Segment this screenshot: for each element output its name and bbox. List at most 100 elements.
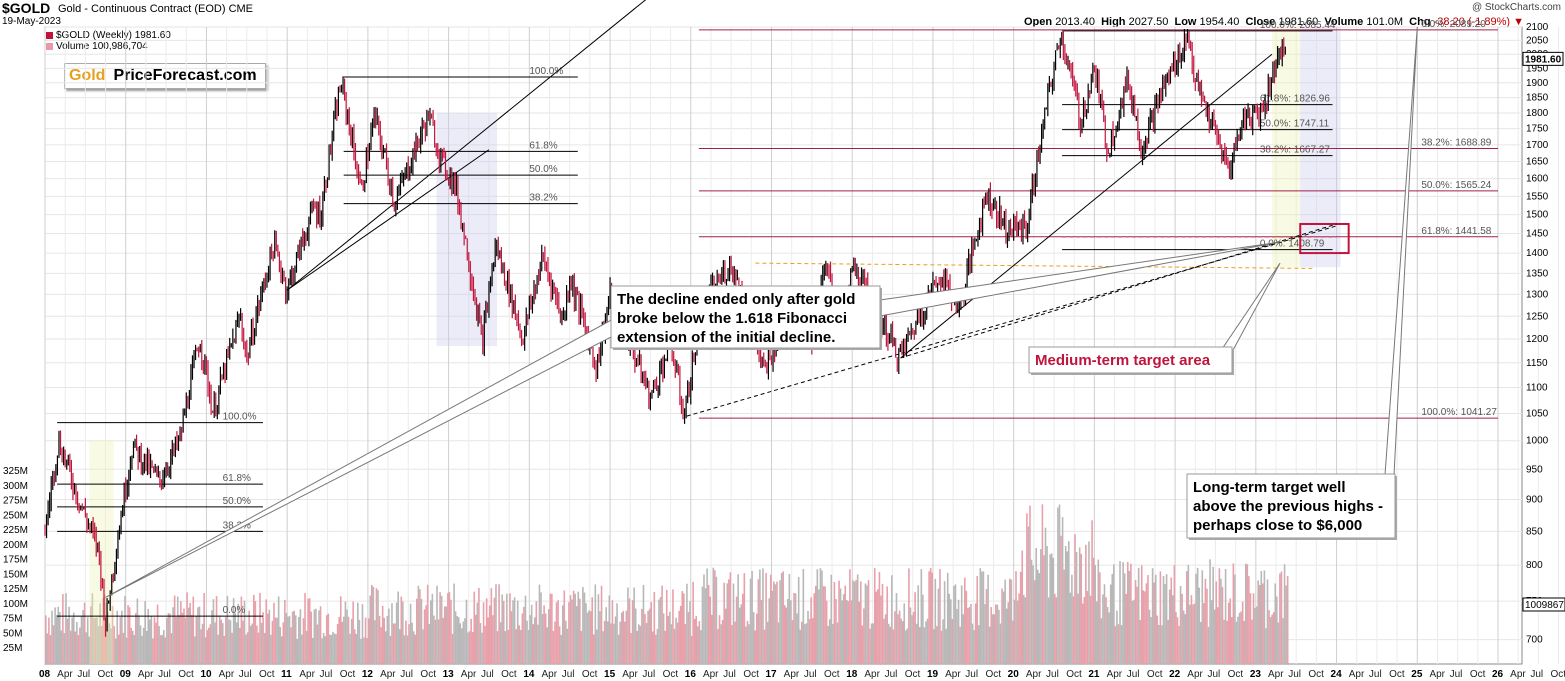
volume-bar — [773, 581, 775, 664]
year-label: 24 — [1331, 669, 1343, 680]
month-label: Jul — [1369, 669, 1382, 680]
volume-bar — [301, 634, 303, 664]
volume-bar — [788, 573, 791, 664]
logo-gold-text: Gold — [69, 67, 106, 84]
volume-bar — [1213, 609, 1216, 664]
volume-bar — [232, 598, 235, 664]
volume-bar — [608, 595, 611, 664]
volume-bar — [878, 571, 881, 664]
volume-bar — [1144, 591, 1146, 664]
volume-bar — [586, 612, 589, 664]
volume-bar — [600, 585, 603, 664]
fib-label: 0.0% — [223, 605, 246, 616]
volume-bar — [790, 600, 792, 664]
volume-bar — [492, 615, 494, 664]
volume-bar — [706, 568, 708, 664]
volume-bar — [346, 609, 348, 664]
volume-bar — [611, 600, 614, 664]
volume-bar — [954, 584, 957, 664]
down-arrow-icon: ▼ — [1513, 16, 1525, 28]
volume-bar — [780, 573, 783, 664]
volume-bar — [333, 633, 336, 664]
volume-bar — [929, 567, 932, 664]
volume-bar — [800, 621, 803, 664]
volume-bar — [1255, 606, 1258, 664]
volume-bar — [212, 599, 215, 664]
volume-bar — [636, 630, 639, 664]
volume-bar — [487, 617, 490, 664]
year-label: 20 — [1008, 669, 1020, 680]
volume-bar — [1128, 570, 1131, 664]
volume-bar — [583, 592, 586, 664]
month-label: Apr — [461, 669, 477, 680]
volume-bar — [755, 613, 758, 664]
volume-bar — [91, 593, 94, 664]
volume-bar — [234, 613, 236, 664]
volume-bar — [589, 611, 592, 664]
volume-bar — [1125, 594, 1128, 664]
volume-bar — [357, 602, 359, 664]
volume-bar — [1131, 600, 1134, 664]
volume-bar — [71, 617, 73, 664]
volume-bar — [1215, 581, 1218, 664]
volume-bar — [139, 625, 142, 664]
volume-bar — [476, 602, 479, 664]
volume-bar — [353, 629, 356, 664]
volume-bar — [957, 599, 960, 664]
long-term-callout-box — [1186, 473, 1396, 539]
volume-bar — [787, 598, 789, 664]
volume-bar — [1054, 593, 1056, 664]
volume-bar — [467, 632, 469, 664]
open-value: 2013.40 — [1055, 16, 1095, 28]
price-tick-label: 850 — [1526, 526, 1543, 537]
year-label: 26 — [1492, 669, 1504, 680]
volume-tick-label: 200M — [3, 540, 28, 551]
volume-bar — [962, 614, 965, 664]
fib-label: 100.0%: 1041.27 — [1421, 407, 1497, 418]
volume-bar — [523, 606, 525, 664]
volume-bar — [1249, 593, 1252, 664]
volume-bar — [1234, 574, 1236, 664]
volume-bar — [606, 621, 609, 664]
volume-bar — [774, 584, 777, 664]
copyright: @ StockCharts.com — [1471, 2, 1561, 13]
volume-bar — [889, 626, 892, 664]
volume-bar — [1117, 624, 1120, 664]
price-tick-label: 800 — [1526, 560, 1543, 571]
volume-bar — [159, 635, 162, 664]
volume-bar — [645, 622, 648, 664]
volume-bar — [714, 570, 716, 664]
volume-bar — [462, 621, 465, 664]
volume-bar — [319, 606, 322, 664]
volume-bar — [1158, 624, 1160, 664]
long-term-callout-text: above the previous highs - — [1193, 498, 1383, 515]
volume-bar — [1015, 571, 1017, 664]
volume-bar — [186, 592, 188, 664]
year-label: 11 — [281, 669, 292, 680]
volume-bar — [46, 633, 49, 664]
volume-bar — [1137, 567, 1140, 664]
volume-bar — [617, 634, 620, 664]
fib-label: 38.2% — [529, 193, 557, 204]
volume-bar — [1227, 602, 1230, 664]
volume-bar — [158, 626, 160, 664]
volume-bars — [45, 504, 1289, 664]
volume-bar — [273, 602, 275, 664]
volume-bar — [738, 607, 741, 664]
volume-bar — [1063, 569, 1065, 664]
volume-bar — [602, 631, 604, 664]
price-tick-label: 1450 — [1526, 229, 1549, 240]
volume-bar — [434, 619, 437, 664]
volume-bar — [1089, 595, 1092, 664]
volume-bar — [1136, 586, 1138, 664]
volume-bar — [1232, 563, 1235, 664]
volume-bar — [57, 606, 60, 664]
volume-bar — [914, 592, 916, 664]
volume-bar — [360, 638, 362, 664]
month-label: Jul — [804, 669, 817, 680]
volume-bar — [425, 605, 427, 664]
volume-bar — [217, 634, 219, 664]
volume-bar — [524, 595, 527, 664]
volume-bar — [943, 581, 946, 664]
